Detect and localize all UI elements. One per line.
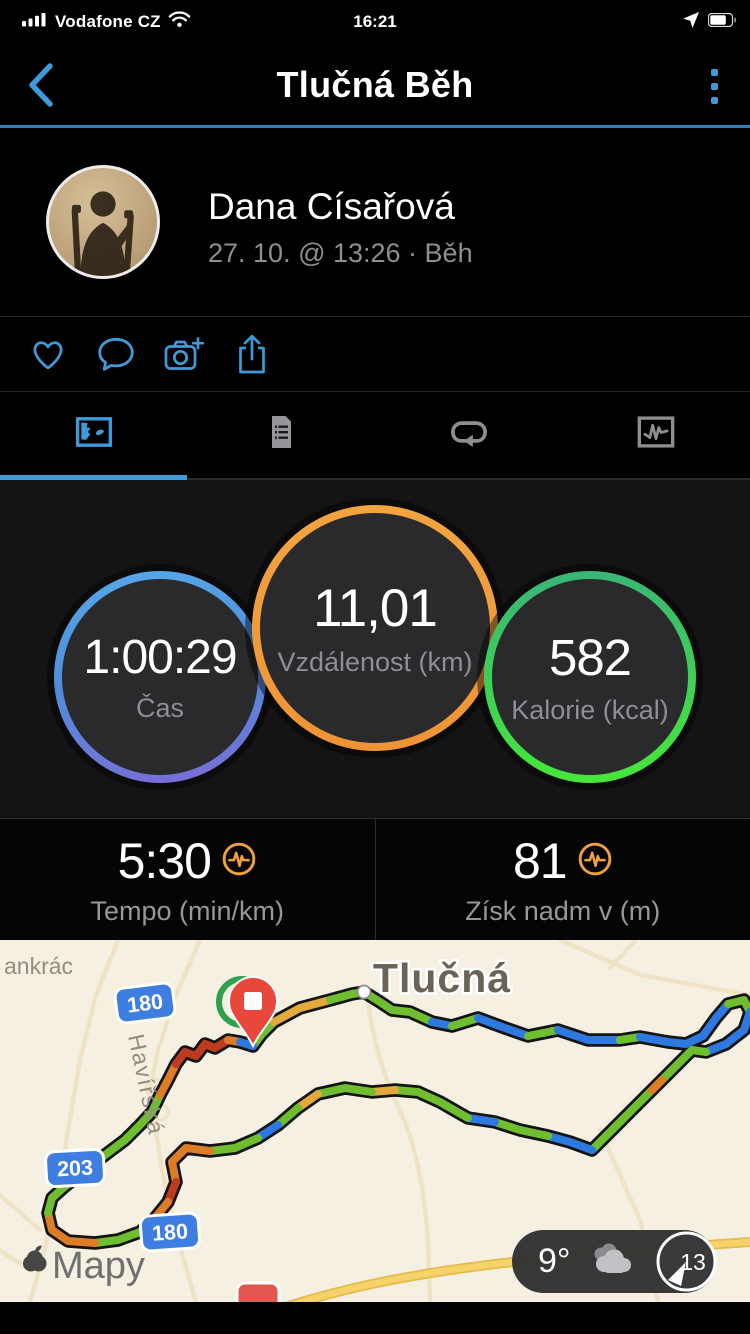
activity-header: Dana Císařová 27. 10. @ 13:26 · Běh — [0, 128, 750, 316]
road-shield-180-top: 180 — [113, 981, 177, 1025]
weather-widget[interactable]: 9° 13 — [512, 1230, 718, 1293]
elevation-stat: 81 Získ nadm v (m) — [374, 819, 750, 940]
route-track — [44, 988, 750, 1247]
map-snapshot-icon — [73, 413, 115, 456]
time-label: Čas — [135, 693, 184, 723]
route-start-dot — [356, 984, 372, 1000]
overflow-menu-button[interactable] — [711, 69, 718, 104]
location-arrow-icon — [682, 11, 700, 34]
status-bar: Vodafone CZ 16:21 — [0, 0, 750, 44]
distance-value: 11,01 — [313, 579, 438, 638]
pulse-badge-icon — [221, 841, 257, 882]
social-actions — [0, 317, 750, 391]
apple-maps-logo: Mapy — [23, 1245, 145, 1287]
route-map[interactable]: 180 203 180 ankrác Havířská Tlučná — [0, 940, 750, 1302]
selected-tab-indicator — [0, 475, 187, 480]
athlete-name: Dana Císařová — [208, 186, 455, 227]
time-value: 1:00:29 — [83, 631, 237, 684]
kebab-dot — [711, 97, 718, 104]
street-label-partial: ankrác — [4, 953, 73, 979]
activity-date-type: 27. 10. @ 13:26 · Běh — [208, 238, 473, 268]
time-circle: 1:00:29 Čas — [54, 571, 266, 783]
activity-tabbar — [0, 392, 750, 480]
nav-accent-line — [0, 125, 750, 128]
attribution-label: Mapy — [52, 1245, 145, 1287]
calories-circle: 582 Kalorie (kcal) — [484, 571, 696, 783]
document-list-icon — [262, 412, 300, 457]
cloudy-icon — [587, 1243, 635, 1280]
route-end-pin — [216, 976, 279, 1049]
pace-value: 5:30 — [117, 833, 212, 889]
road-shield-203: 203 — [44, 1147, 106, 1189]
tabbar-divider — [0, 478, 750, 480]
town-label: Tlučná — [373, 955, 511, 1001]
svg-text:180: 180 — [151, 1219, 189, 1245]
summary-circles-panel: 1:00:29 Čas 11,01 Vzdálenost (km) 582 Ka… — [0, 480, 750, 818]
calories-value: 582 — [548, 629, 632, 686]
divider — [0, 391, 750, 392]
distance-label: Vzdálenost (km) — [277, 647, 473, 677]
temperature-label: 9° — [538, 1242, 571, 1280]
calories-label: Kalorie (kcal) — [511, 695, 669, 725]
svg-text:13: 13 — [680, 1249, 706, 1275]
elevation-value: 81 — [512, 833, 568, 889]
tab-laps[interactable] — [375, 392, 563, 476]
avatar[interactable] — [46, 165, 160, 279]
road-shield-partial — [235, 1281, 281, 1302]
kebab-dot — [711, 83, 718, 90]
back-button[interactable] — [24, 61, 58, 109]
elevation-label: Získ nadm v (m) — [465, 896, 661, 926]
tab-charts[interactable] — [563, 392, 750, 476]
add-photo-button[interactable] — [162, 332, 206, 376]
charts-wave-icon — [635, 412, 677, 457]
pace-stat: 5:30 Tempo (min/km) — [0, 819, 375, 940]
pace-label: Tempo (min/km) — [90, 896, 285, 926]
road-shield-180-bottom: 180 — [138, 1211, 202, 1253]
battery-icon — [707, 12, 737, 32]
share-button[interactable] — [230, 332, 274, 376]
distance-circle: 11,01 Vzdálenost (km) — [252, 505, 498, 751]
carrier-label: Vodafone CZ — [55, 12, 161, 31]
comment-button[interactable] — [94, 332, 138, 376]
divider — [0, 316, 750, 317]
pulse-badge-icon — [577, 841, 613, 882]
svg-text:203: 203 — [56, 1156, 93, 1182]
tab-snapshot[interactable] — [0, 392, 188, 476]
summary-stats-row: 5:30 Tempo (min/km) 81 — [0, 818, 750, 940]
bottom-black-bar — [0, 1302, 750, 1334]
page-title: Tlučná Běh — [276, 64, 474, 105]
cellular-signal-icon — [22, 12, 48, 32]
like-button[interactable] — [26, 332, 70, 376]
wifi-icon — [168, 11, 191, 33]
svg-text:180: 180 — [126, 989, 165, 1017]
hour-dial: 13 — [655, 1230, 718, 1293]
tab-details[interactable] — [188, 392, 376, 476]
kebab-dot — [711, 69, 718, 76]
nav-bar: Tlučná Běh — [0, 44, 750, 125]
clock-label: 16:21 — [353, 12, 397, 31]
laps-loop-icon — [448, 412, 490, 457]
